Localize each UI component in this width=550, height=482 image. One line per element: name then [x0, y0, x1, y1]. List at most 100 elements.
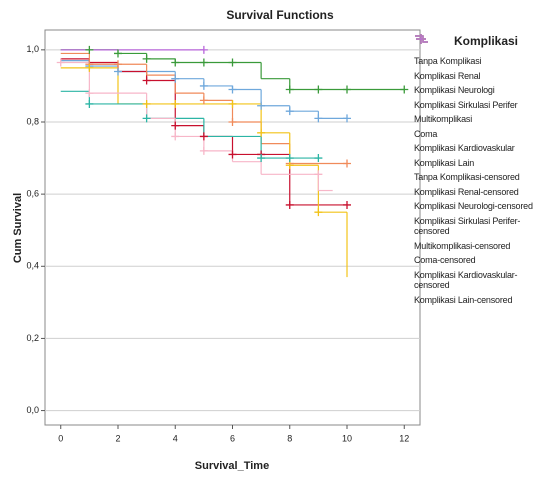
legend-item: Komplikasi Renal — [414, 35, 548, 82]
censor-mark — [171, 99, 180, 108]
censor-mark — [228, 99, 237, 108]
censor-mark — [171, 132, 180, 141]
censor-mark — [142, 114, 151, 123]
legend-label: Komplikasi Neurologi — [414, 85, 495, 95]
censor-mark — [85, 99, 94, 108]
legend-label: Multikomplikasi — [414, 114, 473, 124]
censor-mark — [85, 89, 94, 98]
censor-mark — [285, 161, 294, 170]
legend-label: Coma-censored — [414, 255, 476, 265]
censor-marks — [85, 45, 409, 94]
censor-mark — [314, 208, 323, 217]
censor-mark — [228, 85, 237, 94]
legend-item: Komplikasi Kardiovaskular-censored — [414, 34, 548, 291]
legend-item: Komplikasi Sirkulasi Perifer — [414, 35, 548, 111]
y-tick-label: 1,0 — [26, 44, 39, 54]
censor-mark — [199, 146, 208, 155]
censor-mark — [314, 170, 323, 179]
x-tick-label: 2 — [115, 433, 120, 443]
legend-label: Tanpa Komplikasi-censored — [414, 172, 520, 182]
censor-mark — [199, 96, 208, 105]
legend-label: Komplikasi Renal-censored — [414, 186, 519, 197]
legend-label: Komplikasi Lain — [414, 157, 475, 168]
censor-marks — [85, 63, 323, 217]
y-tick-label: 0,6 — [26, 189, 39, 199]
x-tick-label: 0 — [58, 433, 63, 443]
censor-mark — [199, 58, 208, 67]
legend-item: Multikomplikasi — [414, 35, 548, 125]
censor-mark — [171, 121, 180, 130]
censor-mark — [171, 58, 180, 67]
x-tick-label: 8 — [287, 433, 292, 443]
censor-mark — [314, 154, 323, 163]
y-tick-label: 0,2 — [26, 333, 39, 343]
censor-mark — [142, 99, 151, 108]
chart-title: Survival Functions — [226, 8, 334, 22]
censor-mark — [113, 67, 122, 76]
legend-item: Komplikasi Neurologi — [414, 35, 548, 96]
legend-item: Komplikasi Lain — [414, 35, 548, 169]
censor-mark — [314, 114, 323, 123]
censor-mark — [285, 107, 294, 116]
censor-marks — [199, 45, 208, 54]
censor-mark — [257, 128, 266, 137]
censor-mark — [228, 117, 237, 126]
legend-item: Komplikasi Sirkulasi Perifer-censored — [414, 34, 548, 237]
legend-swatch — [416, 34, 426, 44]
legend-label: Komplikasi Lain-censored — [414, 294, 513, 305]
censor-marks — [56, 58, 323, 179]
censor-mark — [343, 159, 352, 168]
legend-item: Tanpa Komplikasi — [414, 35, 548, 67]
legend-symbol — [416, 34, 426, 44]
censor-mark — [171, 74, 180, 83]
legend: Komplikasi Tanpa Komplikasi Komplikasi Re… — [414, 34, 548, 309]
legend-item: Komplikasi Neurologi-censored — [414, 34, 548, 212]
censor-mark — [56, 58, 65, 67]
legend-label: Komplikasi Kardiovaskular-censored — [414, 269, 518, 291]
censor-marks — [85, 62, 352, 123]
censor-mark — [199, 81, 208, 90]
x-tick-label: 12 — [399, 433, 409, 443]
legend-label: Komplikasi Renal — [414, 70, 481, 81]
y-axis-title: Cum Survival — [12, 193, 24, 263]
legend-label: Komplikasi Kardiovaskular — [414, 143, 515, 153]
legend-label: Komplikasi Neurologi-censored — [414, 201, 533, 211]
y-tick-label: 0,0 — [26, 405, 39, 415]
legend-item: Komplikasi Kardiovaskular — [414, 35, 548, 154]
legend-label: Multikomplikasi-censored — [414, 240, 511, 251]
legend-label: Komplikasi Sirkulasi Perifer — [414, 99, 518, 110]
censor-mark — [142, 76, 151, 85]
censor-mark — [343, 85, 352, 94]
censor-mark — [113, 60, 122, 69]
censor-mark — [199, 45, 208, 54]
censor-mark — [228, 150, 237, 159]
x-tick-label: 10 — [342, 433, 352, 443]
censor-mark — [257, 154, 266, 163]
censor-mark — [400, 85, 409, 94]
legend-item: Multikomplikasi-censored — [414, 34, 548, 252]
censor-mark — [285, 154, 294, 163]
legend-item: Tanpa Komplikasi-censored — [414, 34, 548, 183]
censor-mark — [257, 101, 266, 110]
censor-mark — [142, 54, 151, 63]
censor-mark — [343, 114, 352, 123]
censor-mark — [285, 200, 294, 209]
censor-mark — [228, 58, 237, 67]
y-tick-label: 0,8 — [26, 116, 39, 126]
censor-mark — [199, 132, 208, 141]
legend-title: Komplikasi — [453, 34, 519, 48]
censor-mark — [314, 85, 323, 94]
legend-label: Tanpa Komplikasi — [414, 56, 482, 66]
y-tick-label: 0,4 — [26, 261, 39, 271]
legend-item: Coma — [414, 35, 548, 140]
censor-mark — [285, 85, 294, 94]
legend-item: Komplikasi Renal-censored — [414, 34, 548, 198]
censor-marks — [85, 99, 323, 163]
censor-mark — [113, 49, 122, 58]
legend-item: Komplikasi Lain-censored — [414, 34, 548, 306]
legend-item: Coma-censored — [414, 34, 548, 266]
legend-label: Coma — [414, 128, 438, 139]
x-tick-label: 6 — [230, 433, 235, 443]
